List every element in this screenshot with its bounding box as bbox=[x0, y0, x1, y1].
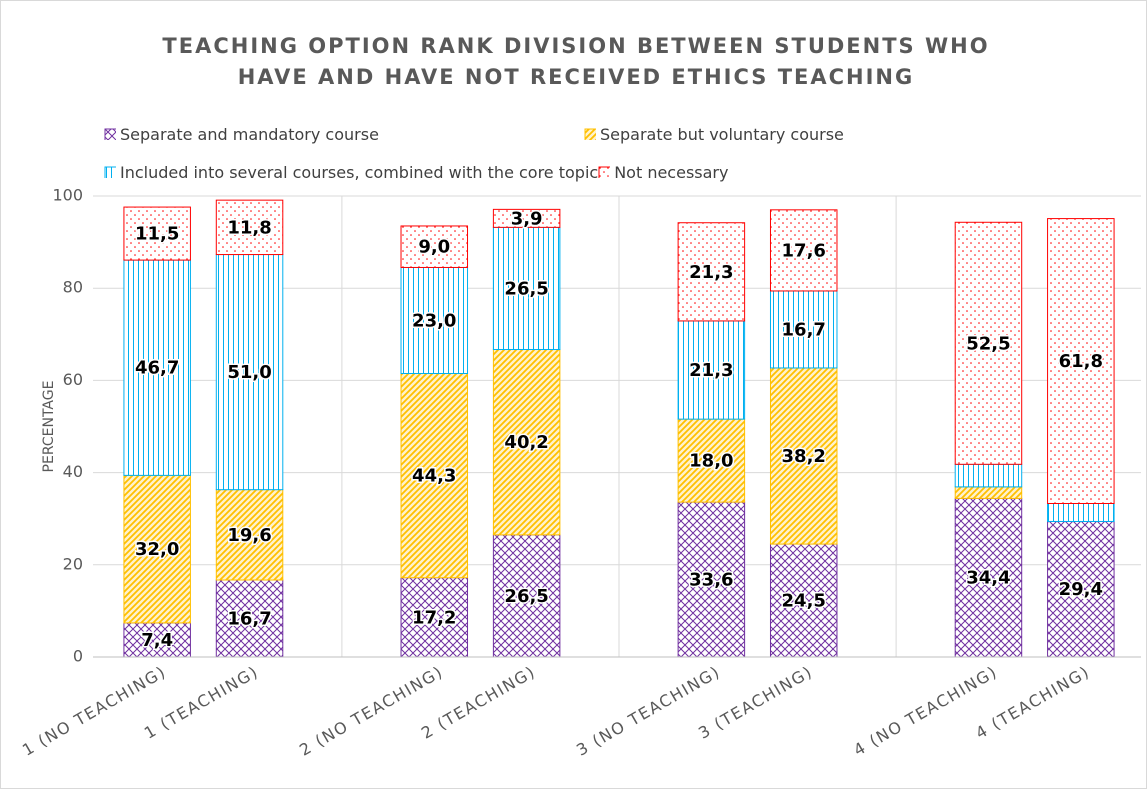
bar-segment bbox=[677, 222, 746, 322]
chart-title: TEACHING OPTION RANK DIVISION BETWEEN ST… bbox=[162, 34, 990, 89]
legend-label: Not necessary bbox=[614, 162, 729, 182]
bar-segment bbox=[769, 290, 838, 369]
bar-segment bbox=[954, 486, 1023, 499]
data-label: 52,5 bbox=[966, 333, 1010, 354]
bar-segment bbox=[123, 474, 191, 624]
bar-segment bbox=[677, 320, 746, 420]
data-label: 29,4 bbox=[1059, 579, 1103, 600]
bar-segment bbox=[400, 225, 469, 268]
data-label: 7,4 bbox=[141, 630, 173, 651]
bar-segment bbox=[954, 497, 1023, 658]
bar-segment bbox=[677, 501, 746, 658]
bar-segment bbox=[769, 367, 838, 545]
bar-segment bbox=[492, 226, 561, 351]
bar-segment bbox=[1047, 520, 1115, 658]
legend: Separate and mandatory course Separate bu… bbox=[104, 115, 1104, 191]
data-label: 23,0 bbox=[412, 310, 456, 331]
bar-segment bbox=[769, 543, 838, 658]
bar-segment bbox=[954, 463, 1023, 488]
y-tick-label: 40 bbox=[63, 462, 83, 481]
bar-segment bbox=[769, 209, 838, 292]
bar-segment bbox=[215, 579, 284, 658]
bar-segment bbox=[215, 199, 284, 256]
x-tick-label: 3 (NO TEACHING) bbox=[573, 662, 723, 760]
x-tick-label: 1 (NO TEACHING) bbox=[19, 662, 169, 760]
bar-segment bbox=[1047, 218, 1115, 504]
data-label: 16,7 bbox=[782, 319, 826, 340]
bar-segment bbox=[123, 259, 191, 476]
data-label: 21,3 bbox=[689, 262, 733, 283]
y-tick-label: 20 bbox=[63, 554, 83, 573]
y-tick-label: 80 bbox=[63, 278, 83, 297]
data-label: 19,6 bbox=[227, 525, 271, 546]
y-axis-label: PERCENTAGE bbox=[41, 381, 57, 473]
legend-swatch bbox=[104, 128, 116, 140]
data-label: 61,8 bbox=[1059, 351, 1103, 372]
data-label: 46,7 bbox=[135, 358, 179, 379]
y-tick-label: 100 bbox=[52, 186, 83, 205]
data-label: 21,3 bbox=[689, 360, 733, 381]
data-label: 11,5 bbox=[135, 224, 179, 245]
legend-swatch bbox=[598, 166, 611, 178]
data-label: 26,5 bbox=[504, 278, 548, 299]
legend-swatch bbox=[104, 166, 116, 178]
legend-item: Included into several courses, combined … bbox=[104, 153, 598, 191]
bar-segment bbox=[215, 254, 284, 491]
data-label: 16,7 bbox=[227, 609, 271, 630]
legend-label: Separate and mandatory course bbox=[120, 124, 379, 144]
legend-swatch bbox=[584, 128, 596, 140]
bar-segment bbox=[215, 489, 284, 581]
y-tick-label: 0 bbox=[73, 647, 83, 666]
data-label: 44,3 bbox=[412, 466, 456, 487]
x-tick-label: 2 (NO TEACHING) bbox=[296, 662, 446, 760]
legend-item: Separate but voluntary course bbox=[584, 115, 1064, 153]
bar-segment bbox=[954, 221, 1023, 465]
data-label: 3,9 bbox=[511, 208, 543, 229]
legend-item: Separate and mandatory course bbox=[104, 115, 584, 153]
bar-segment bbox=[492, 349, 561, 536]
bar-segment bbox=[492, 208, 561, 228]
bar-segment bbox=[400, 372, 469, 579]
x-tick-label: 4 (NO TEACHING) bbox=[850, 662, 1000, 760]
data-label: 17,2 bbox=[412, 607, 456, 628]
bar-segment bbox=[1047, 502, 1115, 522]
data-label: 24,5 bbox=[782, 591, 826, 612]
legend-item: Not necessary bbox=[598, 153, 1078, 191]
data-label: 34,4 bbox=[966, 568, 1010, 589]
data-label: 33,6 bbox=[689, 570, 733, 591]
bar-segment bbox=[400, 266, 469, 374]
data-label: 26,5 bbox=[504, 586, 548, 607]
data-label: 9,0 bbox=[418, 237, 450, 258]
data-label: 17,6 bbox=[782, 240, 826, 261]
bar-segment bbox=[123, 206, 191, 261]
data-label: 38,2 bbox=[782, 446, 826, 467]
data-label: 18,0 bbox=[689, 451, 733, 472]
legend-label: Separate but voluntary course bbox=[600, 124, 844, 144]
data-label: 32,0 bbox=[135, 539, 179, 560]
data-label: 40,2 bbox=[504, 432, 548, 453]
legend-label: Included into several courses, combined … bbox=[120, 162, 599, 182]
y-tick-label: 60 bbox=[63, 370, 83, 389]
data-label: 51,0 bbox=[227, 362, 271, 383]
data-label: 11,8 bbox=[227, 217, 271, 238]
